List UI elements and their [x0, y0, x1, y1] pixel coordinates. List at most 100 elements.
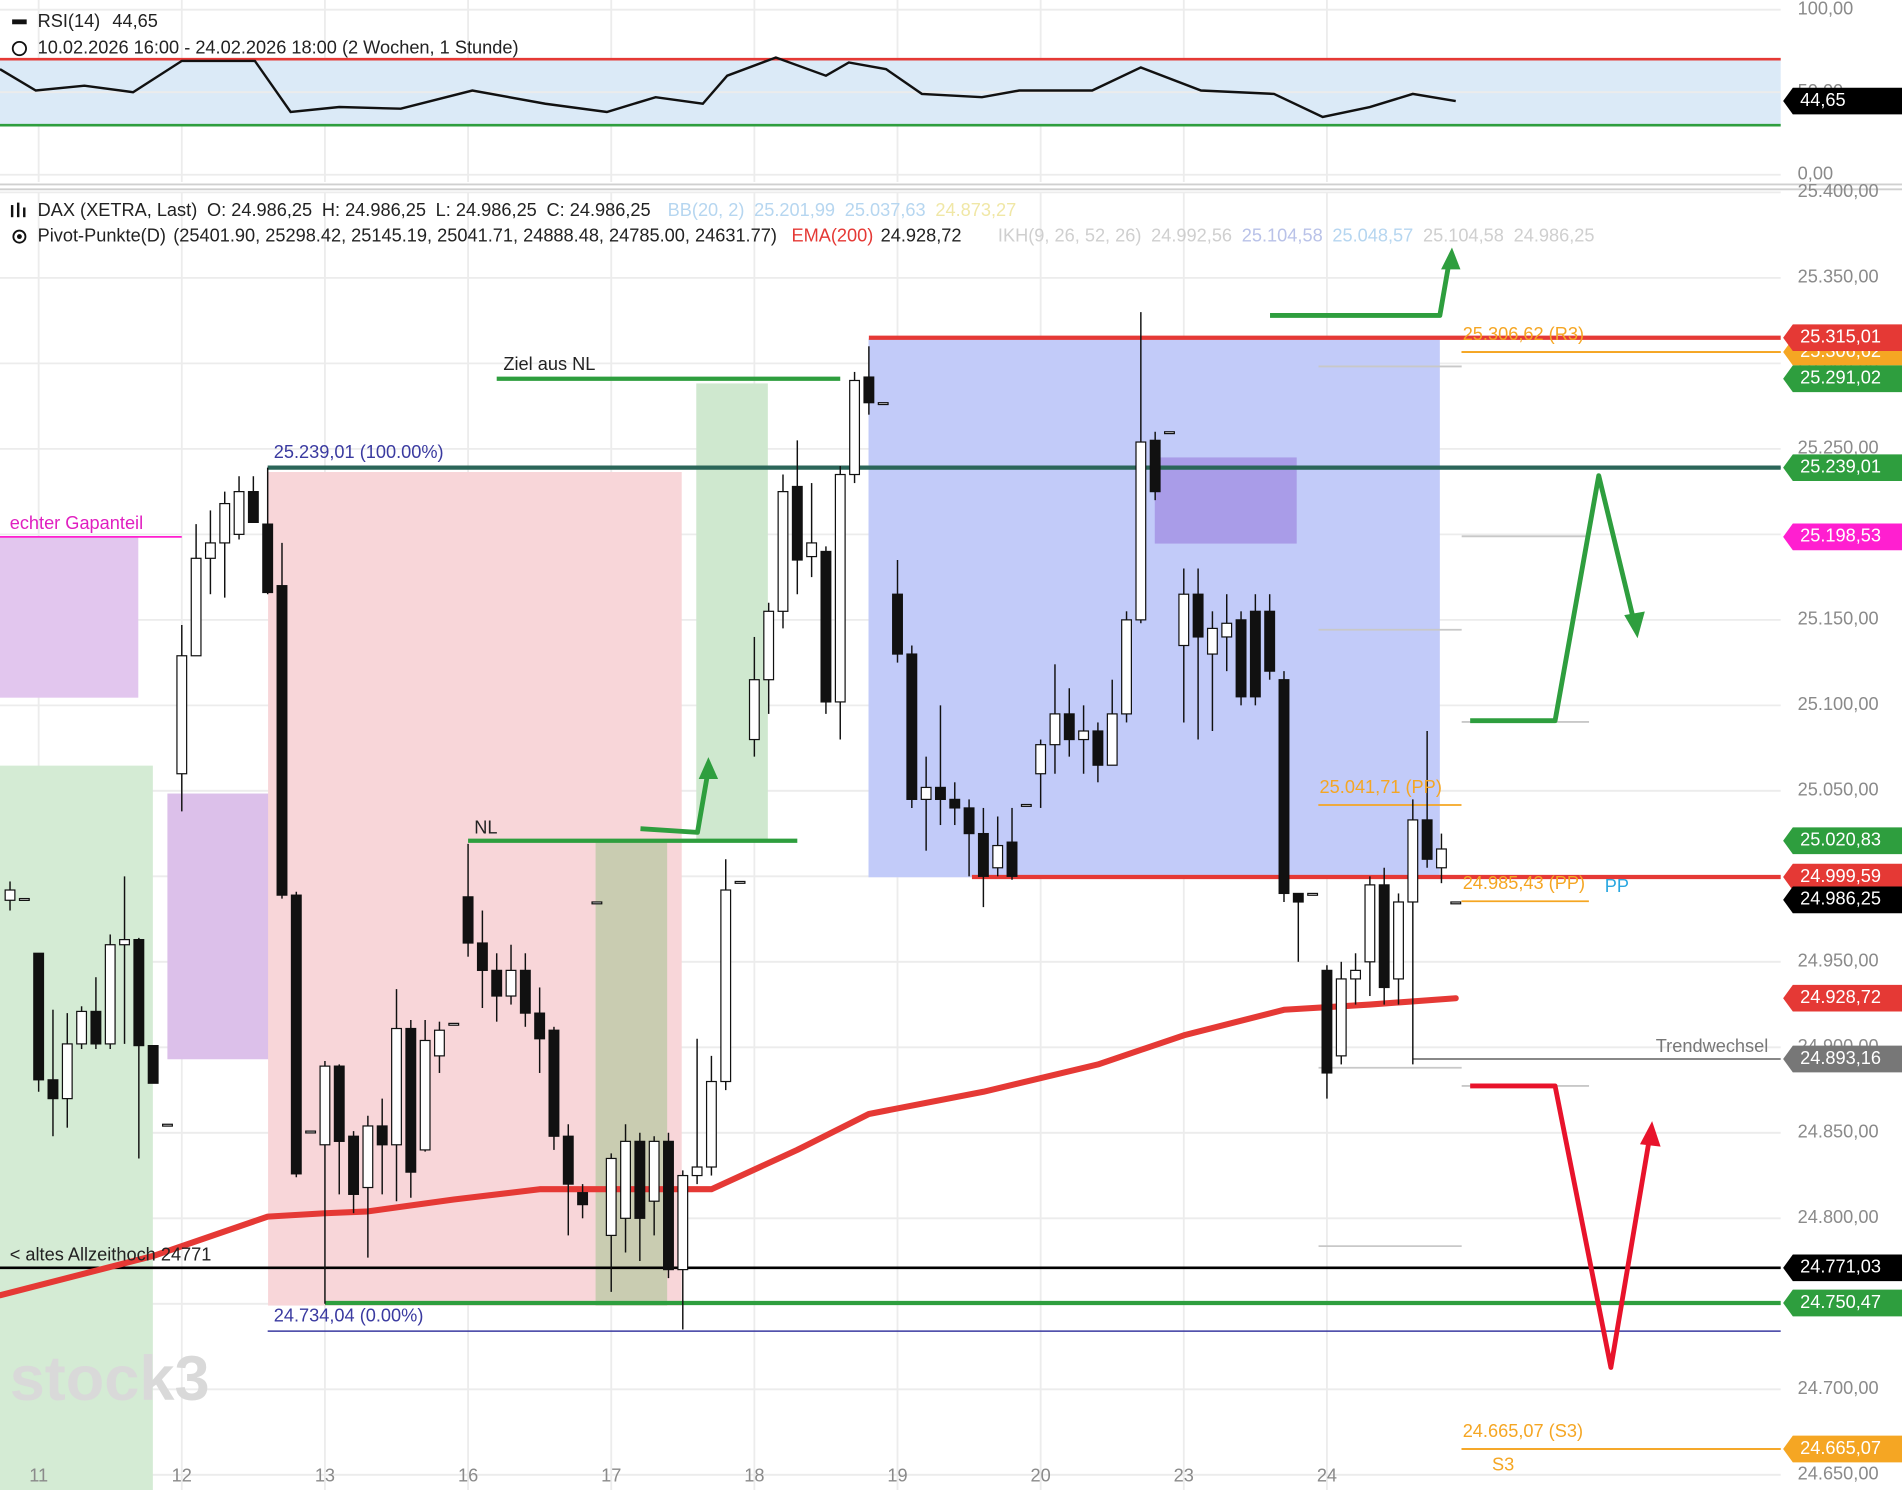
annotation: Trendwechsel: [1656, 1036, 1769, 1056]
value-box: [1783, 87, 1902, 115]
price-box: [1783, 984, 1902, 1012]
candle-body: [505, 969, 517, 997]
candle-body: [1393, 901, 1404, 980]
x-tick-label: 19: [887, 1465, 907, 1485]
candle-body: [1450, 901, 1462, 905]
legend-entry: Pivot-Punkte(D) (25401.90, 25298.42, 2514…: [38, 225, 1595, 245]
fib-label: 24.734,04 (0.00%): [274, 1305, 424, 1325]
watermark: stock3: [10, 1344, 210, 1414]
icon-part: [23, 207, 26, 218]
pivot-icon: [12, 229, 27, 244]
candle-body: [262, 523, 274, 594]
pivot-label: 24.985,43 (PP): [1463, 873, 1585, 893]
indicator-name: IKH(9, 26, 52, 26): [998, 225, 1142, 245]
indicator-value: 25.104,58: [1242, 225, 1323, 245]
candle-body: [820, 550, 832, 703]
zones: [0, 338, 1590, 1490]
indicator-value: 25.104,58: [1423, 225, 1504, 245]
price-box: [1783, 454, 1902, 482]
candle-body: [1135, 441, 1147, 621]
candle-body: [47, 1079, 59, 1100]
zone: [1154, 457, 1297, 544]
y-tick-label: 25.100,00: [1798, 694, 1879, 714]
candle-body: [906, 653, 918, 800]
indicator-value: 24.986,25: [1514, 225, 1595, 245]
x-tick-label: 23: [1174, 1465, 1194, 1485]
candle-body: [1106, 713, 1118, 766]
candle-body: [204, 542, 216, 559]
candle-body: [1292, 892, 1304, 903]
candle-body: [1078, 730, 1090, 741]
candle-body: [162, 1123, 173, 1127]
candle-body: [305, 1130, 317, 1134]
ohlc-value: C: 24.986,25: [547, 200, 651, 220]
candle-body: [319, 1065, 331, 1146]
candle-body: [1035, 744, 1047, 775]
candle-body: [705, 1080, 717, 1168]
price-box: [1783, 1045, 1902, 1073]
candle-body: [1435, 848, 1447, 869]
timeframe: 10.02.2026 16:00 - 24.02.2026 18:00 (2 W…: [38, 37, 519, 57]
indicator-name: EMA(200): [791, 225, 873, 245]
candle-body: [1178, 593, 1190, 647]
value-box-label: 44,65: [1800, 90, 1846, 110]
candle-body: [33, 952, 45, 1081]
legend-entry: RSI(14) 44,65: [38, 11, 158, 31]
candle-body: [1020, 803, 1032, 807]
candle-body: [591, 901, 603, 905]
zone: [0, 765, 153, 1490]
levels: [0, 57, 1781, 1450]
candle-body: [977, 832, 989, 877]
candle-body: [734, 880, 746, 884]
price-box-label: 24.771,03: [1800, 1257, 1881, 1277]
y-tick-label: 24.850,00: [1798, 1122, 1879, 1142]
candle-body: [1092, 730, 1104, 766]
price-box: [1783, 1435, 1902, 1463]
price-box-label: 25.020,83: [1800, 830, 1881, 850]
candle-body: [476, 942, 488, 971]
candle-body: [949, 798, 961, 809]
x-tick-label: 20: [1031, 1465, 1051, 1485]
annotation: < altes Allzeithoch 24771: [10, 1245, 212, 1265]
candle-body: [90, 1010, 102, 1045]
candle-body: [1121, 619, 1132, 715]
instrument: DAX (XETRA, Last): [38, 200, 198, 220]
y-tick-label: 0,00: [1798, 164, 1833, 184]
indicator-value: 24.873,27: [935, 200, 1016, 220]
price-box-label: 24.750,47: [1800, 1292, 1881, 1312]
candle-body: [290, 894, 302, 1175]
candle-body: [1206, 627, 1218, 655]
candle-body: [892, 593, 903, 655]
candle-body: [104, 944, 116, 1045]
pivot-label: 25.041,71 (PP): [1320, 777, 1442, 797]
candle-body: [391, 1027, 402, 1146]
price-box-label: 25.239,01: [1800, 456, 1881, 476]
price-box: [1783, 324, 1902, 352]
candle-body: [219, 502, 231, 544]
candle-body: [1307, 892, 1319, 896]
x-tick-label: 12: [172, 1465, 192, 1485]
fib-label: 25.239,01 (100.00%): [274, 442, 444, 462]
candle-body: [1421, 819, 1433, 860]
arrow: [1270, 259, 1452, 318]
candle-icon: [10, 202, 26, 218]
y-tick-label: 100,00: [1798, 0, 1854, 19]
candle-body: [433, 1029, 445, 1057]
y-tick-label: 25.050,00: [1798, 780, 1879, 800]
candle-body: [348, 1135, 360, 1195]
y-tick-label: 24.700,00: [1798, 1378, 1879, 1398]
price-box-label: 24.665,07: [1800, 1438, 1881, 1458]
price-box-label: 24.986,25: [1800, 889, 1881, 909]
price-box: [1783, 1254, 1902, 1282]
zone: [0, 537, 139, 698]
candle-body: [1063, 713, 1075, 741]
candle-body: [1407, 819, 1419, 903]
candle-body: [1350, 969, 1362, 980]
y-tick-label: 24.650,00: [1798, 1464, 1879, 1484]
x-tick-label: 18: [744, 1465, 764, 1485]
price-box: [1783, 523, 1902, 551]
candle-body: [634, 1140, 646, 1219]
candle-body: [763, 610, 775, 681]
clock-icon: [11, 40, 27, 57]
price-box: [1783, 365, 1902, 393]
